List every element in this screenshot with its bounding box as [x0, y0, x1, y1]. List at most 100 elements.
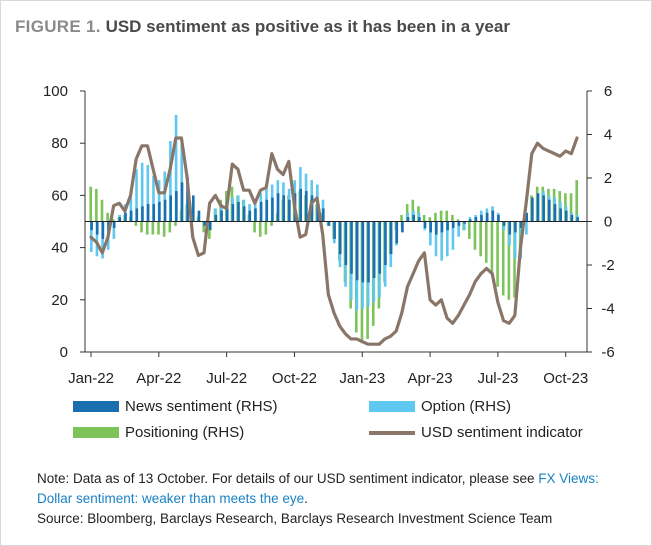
bar-news-35 — [288, 199, 291, 222]
bar-news-76 — [519, 221, 523, 229]
bar-positioning-73 — [501, 221, 505, 296]
bar-positioning-32 — [270, 221, 273, 226]
bar-positioning-9 — [140, 221, 143, 233]
figure-title: FIGURE 1. USD sentiment as positive as i… — [15, 17, 510, 37]
bar-news-84 — [565, 210, 568, 222]
bar-option-62 — [440, 221, 443, 261]
source-line: Source: Bloomberg, Barclays Research, Ba… — [37, 511, 553, 526]
bar-news-20 — [203, 221, 206, 226]
bar-news-56 — [406, 217, 410, 222]
bar-news-46 — [350, 221, 353, 274]
tick-labels-group: 0 20 40 60 80 100 -6 -4 -2 0 2 4 6 Jan-22 Apr-22 Jul-22… — [43, 83, 615, 387]
legend-swatch-option — [369, 401, 415, 412]
bar-news-10 — [146, 204, 150, 222]
bar-option-66 — [462, 221, 466, 231]
bar-news-33 — [276, 193, 280, 222]
bar-positioning-85 — [569, 193, 573, 222]
bar-news-37 — [299, 188, 302, 222]
bar-news-62 — [440, 221, 444, 233]
x-tick-label: Oct-23 — [543, 370, 588, 387]
bar-news-86 — [576, 217, 579, 222]
bar-option-15 — [174, 114, 178, 222]
bar-news-82 — [553, 204, 557, 222]
bar-option-60 — [429, 221, 432, 246]
bar-news-1 — [95, 221, 99, 235]
bar-option-63 — [446, 221, 449, 257]
bar-option-13 — [163, 171, 167, 222]
bar-news-28 — [248, 210, 252, 222]
bar-news-50 — [372, 221, 376, 279]
bar-news-13 — [163, 199, 167, 222]
x-tick-label: Apr-22 — [136, 370, 181, 387]
bar-news-19 — [197, 210, 201, 222]
bar-positioning-20 — [202, 221, 206, 233]
bar-news-68 — [474, 217, 478, 222]
bar-news-57 — [412, 214, 416, 222]
legend-label-positioning: Positioning (RHS) — [125, 424, 245, 441]
bar-news-44 — [338, 221, 342, 255]
bar-option-75 — [513, 221, 517, 259]
bar-option-64 — [451, 221, 455, 250]
bar-news-41 — [322, 208, 325, 222]
bar-news-63 — [446, 221, 449, 231]
bar-positioning-59 — [422, 214, 426, 222]
legend-label-news: News sentiment (RHS) — [125, 398, 278, 415]
bar-news-48 — [361, 221, 365, 283]
bar-news-11 — [152, 204, 156, 222]
right-tick-label: 4 — [604, 127, 612, 144]
x-tick-label: Jul-22 — [206, 370, 247, 387]
bar-positioning-10 — [145, 221, 149, 235]
bar-news-69 — [480, 214, 483, 222]
bar-news-49 — [367, 221, 370, 283]
bar-news-16 — [180, 182, 184, 222]
bar-positioning-65 — [456, 219, 460, 222]
bar-positioning-68 — [473, 221, 477, 250]
bar-news-65 — [457, 221, 461, 226]
bar-news-31 — [265, 199, 269, 222]
left-tick-label: 0 — [60, 344, 68, 361]
note-text: Note: Data as of 13 October. For details… — [37, 471, 539, 486]
legend-swatch-news — [73, 401, 119, 412]
bar-news-47 — [355, 221, 359, 281]
bar-positioning-74 — [507, 221, 511, 300]
bar-positioning-1 — [95, 188, 98, 222]
bar-positioning-57 — [411, 199, 415, 222]
x-tick-label: Jul-23 — [477, 370, 518, 387]
bar-positioning-72 — [496, 221, 499, 287]
bar-news-25 — [231, 204, 235, 222]
note-suffix: . — [304, 491, 308, 506]
axes-group — [80, 90, 592, 357]
bar-news-21 — [208, 221, 212, 231]
bar-positioning-86 — [575, 180, 578, 222]
bar-news-64 — [451, 221, 455, 229]
legend-swatch-positioning — [73, 427, 119, 438]
bar-news-51 — [378, 221, 382, 274]
bar-news-58 — [418, 217, 421, 222]
bar-news-71 — [491, 210, 495, 222]
right-tick-label: 6 — [604, 83, 612, 100]
bar-news-32 — [271, 197, 274, 222]
figure-title-text: USD sentiment as positive as it has been… — [105, 17, 510, 36]
bar-news-30 — [259, 201, 263, 222]
bar-news-7 — [129, 210, 133, 222]
bar-option-61 — [434, 221, 438, 257]
bar-news-85 — [570, 214, 574, 222]
bar-news-26 — [237, 201, 240, 222]
legend-label-indicator: USD sentiment indicator — [421, 424, 583, 441]
bar-news-74 — [508, 221, 512, 235]
left-tick-label: 20 — [51, 292, 68, 309]
indicator-line-group — [89, 136, 579, 346]
bar-positioning-29 — [253, 221, 256, 233]
bar-news-77 — [525, 212, 529, 222]
bar-news-24 — [225, 208, 229, 222]
bar-news-61 — [435, 221, 438, 235]
bar-news-80 — [542, 195, 545, 222]
bar-positioning-13 — [162, 221, 166, 237]
left-tick-label: 40 — [51, 240, 68, 257]
bar-news-59 — [423, 221, 427, 229]
bar-news-22 — [214, 214, 218, 222]
left-tick-label: 80 — [51, 135, 68, 152]
bar-positioning-63 — [445, 210, 449, 222]
note-link[interactable]: FX Views: Dollar sentiment: weaker than … — [37, 471, 599, 506]
